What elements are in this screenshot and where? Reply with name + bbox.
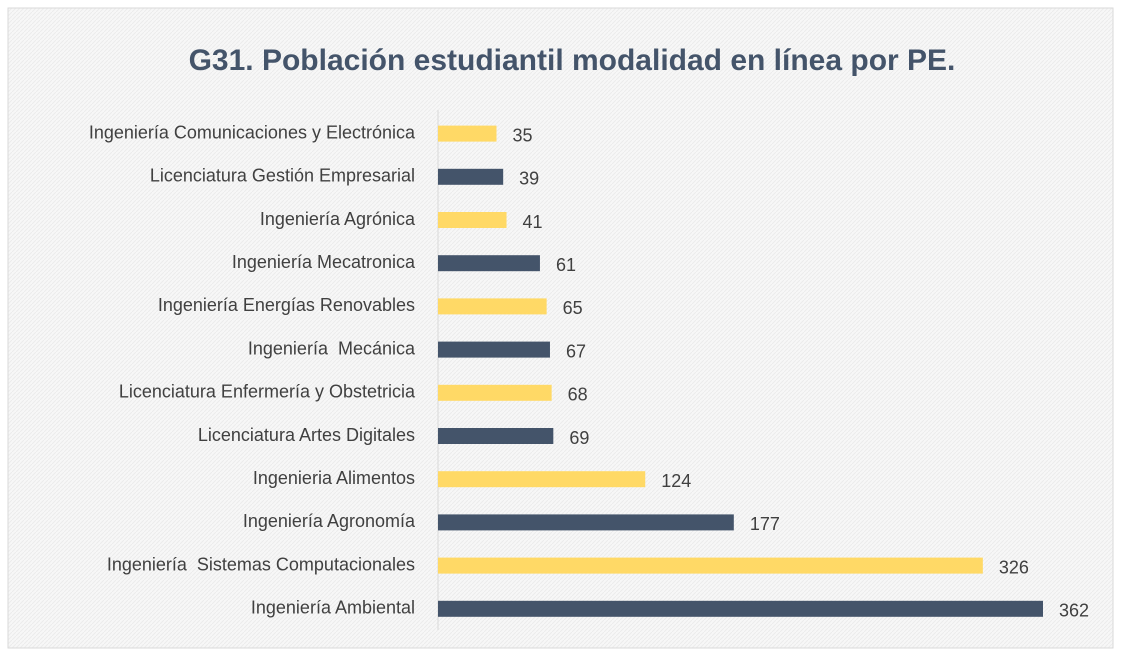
value-label: 362 xyxy=(1059,601,1089,621)
category-label: Licenciatura Enfermería y Obstetricia xyxy=(119,382,416,402)
category-label: Ingenieria Alimentos xyxy=(253,468,415,488)
category-label: Ingeniería Sistemas Computacionales xyxy=(107,554,415,574)
value-label: 177 xyxy=(750,514,780,534)
category-label: Licenciatura Artes Digitales xyxy=(198,425,415,445)
category-label: Ingeniería Energías Renovables xyxy=(158,295,415,315)
value-label: 326 xyxy=(999,557,1029,577)
value-label: 39 xyxy=(519,169,539,189)
bar xyxy=(438,514,734,531)
value-label: 67 xyxy=(566,341,586,361)
value-label: 68 xyxy=(568,385,588,405)
bar xyxy=(438,600,1043,617)
value-label: 35 xyxy=(512,125,532,145)
bar xyxy=(438,341,550,358)
category-label: Ingeniería Ambiental xyxy=(251,598,415,618)
bar xyxy=(438,557,983,574)
value-label: 124 xyxy=(661,471,691,491)
category-label: Ingeniería Mecánica xyxy=(248,338,416,358)
bar xyxy=(438,428,554,444)
chart-background xyxy=(7,7,1114,649)
bar xyxy=(438,168,504,185)
category-label: Ingeniería Agronomía xyxy=(243,511,416,531)
category-label: Ingeniería Mecatronica xyxy=(232,252,416,272)
chart-title: G31. Población estudiantil modalidad en … xyxy=(189,44,956,77)
bar xyxy=(438,125,497,142)
value-label: 41 xyxy=(523,212,543,232)
category-label: Ingeniería Comunicaciones y Electrónica xyxy=(89,122,416,142)
value-label: 61 xyxy=(556,255,576,275)
bar xyxy=(438,298,547,315)
value-label: 69 xyxy=(569,428,589,448)
category-label: Licenciatura Gestión Empresarial xyxy=(150,166,415,186)
bar xyxy=(438,255,540,272)
bar xyxy=(438,384,552,401)
value-label: 65 xyxy=(563,298,583,318)
category-label: Ingeniería Agrónica xyxy=(260,209,416,229)
bar xyxy=(438,212,507,228)
bar xyxy=(438,471,646,488)
